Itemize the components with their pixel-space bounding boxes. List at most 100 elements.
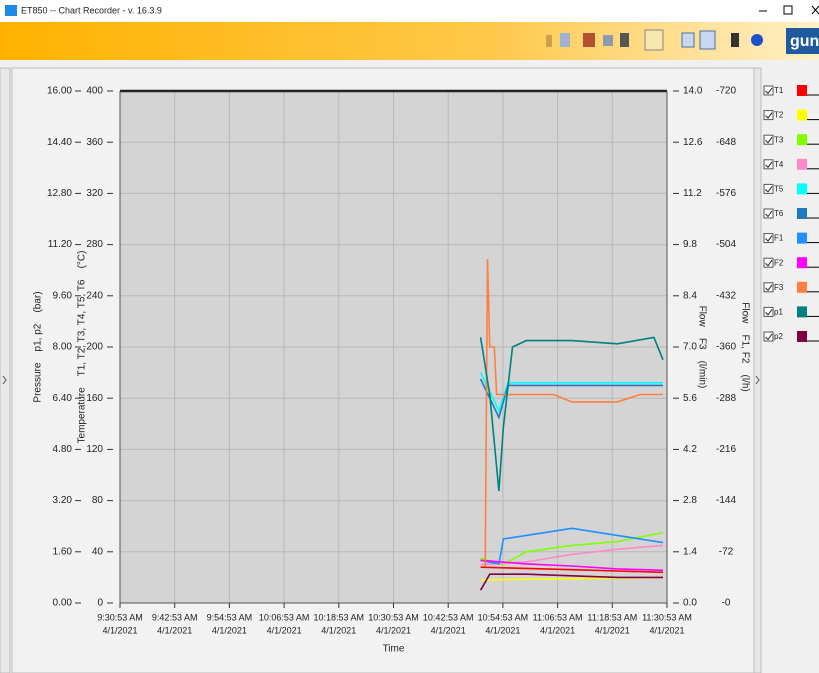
- x-tick-label: 10:30:53 AM: [368, 612, 419, 622]
- y-tick-label: 360: [86, 137, 103, 148]
- x-tick-date: 4/1/2021: [540, 625, 575, 635]
- checkmark: [765, 136, 773, 144]
- series-line: [480, 566, 664, 574]
- y-tick-label: 0: [97, 598, 103, 609]
- y-tick-label: -360: [716, 342, 736, 353]
- y-tick-label: 9.60: [53, 290, 73, 301]
- legend-label: T4: [774, 160, 784, 169]
- y-tick-label: 4.80: [53, 444, 73, 455]
- series-line: [479, 573, 663, 591]
- table-button[interactable]: [644, 29, 664, 51]
- y-tick-label: 8.00: [53, 342, 73, 353]
- export-button[interactable]: [560, 33, 570, 47]
- x-tick-date: 4/1/2021: [321, 625, 356, 635]
- legend-label: p2: [774, 332, 783, 341]
- legend-checkbox[interactable]: [763, 208, 774, 219]
- checkmark: [765, 284, 773, 292]
- y-tick-label: -288: [716, 393, 736, 404]
- checkmark: [765, 161, 773, 169]
- y-tick-label: 11.2: [683, 188, 702, 199]
- x-tick-date: 4/1/2021: [485, 625, 520, 635]
- window-title: ET850 -- Chart Recorder - v. 16.3.9: [21, 5, 162, 15]
- legend-checkbox[interactable]: [763, 306, 774, 317]
- series-line: [480, 559, 664, 572]
- checkmark: [765, 259, 773, 267]
- checkmark: [765, 87, 773, 95]
- cut-button[interactable]: [583, 33, 595, 47]
- legend-checkbox[interactable]: [763, 159, 774, 170]
- legend-checkbox[interactable]: [763, 257, 774, 268]
- left-collapse-strip[interactable]: [0, 67, 11, 673]
- y-tick-label: 11.20: [48, 239, 73, 250]
- legend-swatch: [797, 183, 807, 195]
- delete-button[interactable]: [620, 33, 629, 47]
- y-tick-label: -576: [716, 188, 736, 199]
- legend-label: F2: [774, 258, 784, 267]
- y-tick-label: 40: [92, 546, 104, 557]
- right-collapse-strip[interactable]: [753, 67, 762, 673]
- y-tick-label: 6.40: [53, 393, 73, 404]
- y-tick-label: -0: [722, 598, 731, 609]
- legend: T1 T2 T3 T4 T5 T6 F1 F2 F3 p1 p2: [763, 85, 819, 342]
- print-button[interactable]: [731, 33, 739, 47]
- x-tick-date: 4/1/2021: [212, 625, 247, 635]
- legend-checkbox[interactable]: [763, 233, 774, 244]
- legend-checkbox[interactable]: [763, 85, 774, 96]
- legend-checkbox[interactable]: [763, 134, 774, 145]
- x-tick-label: 10:06:53 AM: [259, 612, 310, 622]
- help-button[interactable]: [751, 34, 763, 46]
- legend-label: T2: [774, 111, 784, 120]
- y-tick-label: 4.2: [683, 444, 697, 455]
- pause-button[interactable]: [546, 35, 552, 47]
- y-tick-label: 280: [86, 239, 103, 250]
- legend-swatch: [797, 208, 807, 219]
- x-tick-label: 10:54:53 AM: [478, 612, 529, 622]
- legend-checkbox[interactable]: [763, 282, 774, 293]
- legend-swatch: [797, 109, 807, 121]
- toolbar: [0, 22, 819, 60]
- y-tick-label: 240: [86, 290, 103, 301]
- legend-panel: [762, 68, 819, 673]
- x-axis-title: Time: [383, 644, 405, 655]
- app-icon: [5, 5, 17, 16]
- checkmark: [765, 210, 773, 218]
- expand-arrow: [2, 375, 7, 385]
- y-tick-label: 3.20: [53, 495, 73, 506]
- y-tick-label: 120: [86, 444, 103, 455]
- y-tick-label: -144: [716, 495, 736, 506]
- y-tick-label: 16.00: [47, 86, 72, 97]
- x-tick-label: 11:18:53 AM: [587, 612, 637, 622]
- y-tick-label: 14.0: [683, 86, 703, 97]
- x-tick-label: 9:54:53 AM: [207, 612, 253, 622]
- x-tick-label: 9:30:53 AM: [97, 612, 143, 622]
- view-button-2[interactable]: [699, 30, 716, 50]
- y-tick-label: 320: [86, 188, 103, 199]
- x-tick-date: 4/1/2021: [102, 625, 137, 635]
- x-tick-label: 9:42:53 AM: [152, 612, 198, 622]
- series-lines: [479, 259, 664, 591]
- legend-swatch: [797, 257, 807, 269]
- y-tick-label: 80: [92, 495, 104, 506]
- legend-label: F1: [774, 234, 784, 243]
- y-tick-label: 2.8: [683, 495, 697, 506]
- view-button-1[interactable]: [681, 32, 695, 48]
- close-button[interactable]: [811, 5, 819, 15]
- x-tick-date: 4/1/2021: [267, 625, 302, 635]
- legend-checkbox[interactable]: [763, 183, 774, 194]
- legend-label: T3: [774, 135, 784, 144]
- y-tick-label: 160: [86, 393, 103, 404]
- checkmark: [765, 112, 773, 119]
- legend-checkbox[interactable]: [763, 110, 774, 121]
- checkmark: [765, 309, 773, 316]
- y-tick-label: 14.40: [47, 137, 72, 148]
- zoom-button[interactable]: [603, 35, 613, 46]
- legend-checkbox[interactable]: [763, 331, 774, 342]
- y-tick-label: -432: [716, 290, 736, 301]
- axis-title: Temperature T1, T2, T3, T4, T5, T6 (°C): [77, 251, 88, 444]
- x-tick-label: 10:42:53 AM: [423, 612, 474, 622]
- x-tick-date: 4/1/2021: [376, 625, 411, 635]
- x-tick-date: 4/1/2021: [649, 625, 684, 635]
- y-tick-label: 5.6: [683, 393, 697, 404]
- series-line: [484, 259, 663, 567]
- maximize-button[interactable]: [783, 5, 793, 15]
